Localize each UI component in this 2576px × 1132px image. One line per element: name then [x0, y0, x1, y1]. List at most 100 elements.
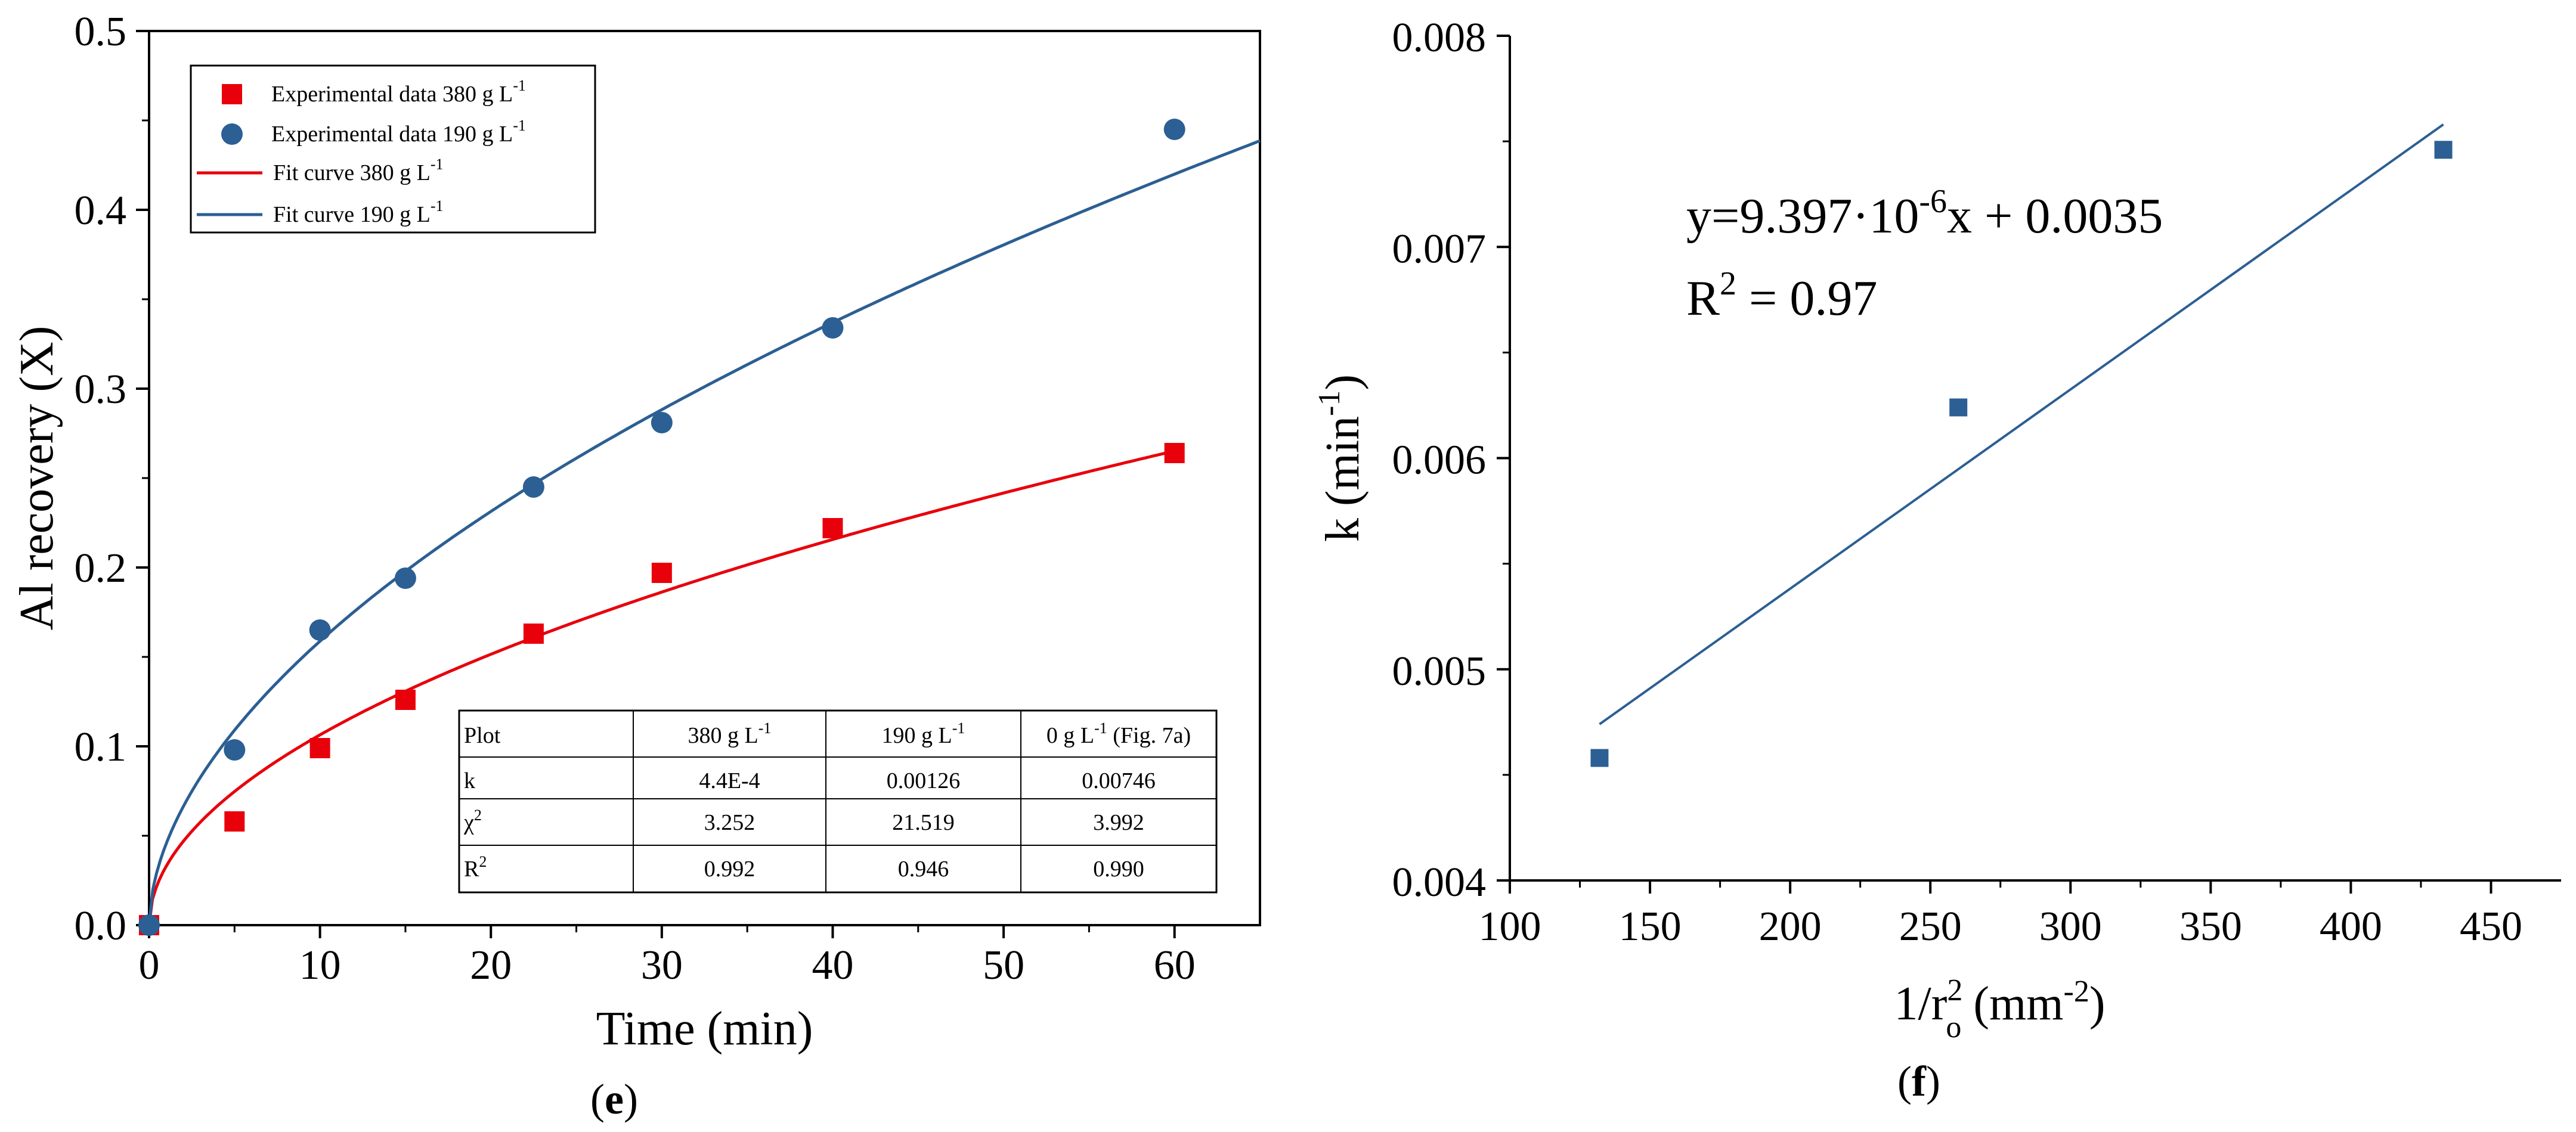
- data-point-circle: [822, 317, 844, 339]
- x-tick-label: 40: [812, 942, 853, 988]
- fit-curve: [147, 449, 1175, 926]
- y-tick-label: 0.005: [1392, 649, 1487, 694]
- x-tick-label: 300: [2039, 904, 2102, 950]
- data-point-square: [395, 690, 416, 710]
- table-cell: 3.992: [1093, 810, 1144, 835]
- data-point-square: [651, 563, 672, 583]
- legend-marker-square: [222, 84, 242, 104]
- x-tick-label: 200: [1759, 904, 1822, 950]
- data-point-square: [1949, 398, 1968, 417]
- y-axis-label: k (min-1): [1312, 374, 1369, 542]
- table-header-cell: Plot: [464, 723, 501, 748]
- x-tick-label: 250: [1899, 904, 1962, 950]
- x-axis-label: 1/r2 o (mm-2): [1894, 973, 2106, 1044]
- r-squared-post: = 0.97: [1736, 271, 1877, 326]
- data-point-circle: [309, 619, 331, 641]
- r-squared-sup: 2: [1720, 265, 1736, 302]
- data-point-circle: [138, 914, 160, 936]
- y-tick-label: 0.3: [75, 367, 127, 413]
- panel-label-letter: e: [605, 1075, 624, 1123]
- panel-label-paren: (: [1897, 1057, 1912, 1105]
- data-point-circle: [394, 567, 416, 589]
- table-row-label: R2: [464, 853, 487, 882]
- table-row-label: k: [464, 768, 475, 793]
- table-row-label-sup: 2: [479, 853, 487, 870]
- y-tick-label: 0.0: [75, 903, 127, 949]
- legend: Experimental data 380 g L-1Experimental …: [190, 64, 596, 234]
- panel-label-f: (f): [1897, 1057, 1940, 1105]
- panel-label-e: (e): [590, 1075, 638, 1123]
- y-tick-label: 0.2: [75, 545, 127, 591]
- panel-label-paren: (: [590, 1075, 605, 1123]
- panel-label-letter: f: [1912, 1057, 1927, 1105]
- table-header-text: Plot: [464, 723, 501, 748]
- table-cell: 3.252: [704, 810, 756, 835]
- x-tick-label: 10: [299, 942, 341, 988]
- table-cell: 0.00126: [887, 768, 961, 793]
- legend-marker-circle: [221, 123, 243, 145]
- x-tick-label: 350: [2179, 904, 2242, 950]
- y-tick-label: 0.1: [75, 724, 127, 770]
- y-axis-label-end: ): [1317, 374, 1369, 390]
- table-header-cell: 190 g L-1: [882, 719, 965, 748]
- table-cell: 0.00746: [1082, 768, 1156, 793]
- table-row-label-text: χ: [463, 810, 474, 835]
- table-header-text: 380 g L: [688, 723, 758, 748]
- x-tick-label: 60: [1154, 942, 1196, 988]
- table-header-text: 190 g L: [882, 723, 952, 748]
- data-point-circle: [224, 739, 246, 761]
- data-point-square: [2434, 141, 2453, 159]
- x-tick-label: 20: [470, 942, 512, 988]
- y-axis-label-sup: -1: [1312, 390, 1346, 416]
- data-point-square: [523, 624, 544, 644]
- legend-label-main: Fit curve 190 g L: [273, 202, 431, 227]
- panel-e-chart: 0 10 20 30 40 50 60 0.0 0.1 0.2 0.3 0.4 0.5 Time (min…: [11, 9, 1261, 1123]
- x-axis-label-end: ): [2089, 978, 2106, 1030]
- data-point-square: [822, 518, 843, 538]
- data-point-square: [224, 811, 245, 832]
- panel-label-paren: ): [1926, 1057, 1940, 1105]
- fit-equation: y=9.397·10-6x + 0.0035: [1686, 183, 2163, 244]
- table-cell: 0.992: [704, 857, 756, 882]
- legend-label: Experimental data 190 g L-1: [271, 117, 526, 147]
- x-tick-label: 30: [641, 942, 683, 988]
- table-cell: 21.519: [892, 810, 955, 835]
- data-point-circle: [651, 412, 673, 433]
- y-tick-label: 0.4: [75, 188, 127, 234]
- table-header-cell: 380 g L-1: [688, 719, 772, 748]
- legend-label-sup: -1: [513, 77, 526, 94]
- x-axis-label: Time (min): [596, 1003, 813, 1055]
- data-point-square: [1164, 443, 1185, 463]
- data-point-square: [309, 738, 330, 758]
- fit-curve: [147, 139, 1261, 926]
- data-point-circle: [522, 476, 544, 498]
- legend-label-sup: -1: [431, 197, 444, 215]
- r-squared: R2 = 0.97: [1686, 265, 1877, 326]
- table-header-sup: -1: [758, 719, 772, 737]
- table-row-label: χ2: [463, 807, 482, 835]
- legend-label-main: Experimental data 380 g L: [271, 82, 513, 107]
- y-tick-label: 0.008: [1392, 15, 1487, 61]
- legend-label: Fit curve 190 g L-1: [273, 197, 444, 227]
- x-tick-label: 450: [2460, 904, 2522, 950]
- legend-label-sup: -1: [431, 156, 444, 173]
- table-frame: [458, 709, 1218, 894]
- fit-line: [1599, 123, 2444, 725]
- x-tick-label: 0: [139, 942, 160, 988]
- table-header-cell: 0 g L-1 (Fig. 7a): [1046, 719, 1191, 748]
- panel-f-chart: 100 150 200 250 300 350 400 450 0.004 0.005 0.006 0…: [1312, 15, 2561, 1105]
- table-row-label-text: k: [464, 768, 475, 793]
- x-tick-label: 50: [983, 942, 1024, 988]
- panel-label-paren: ): [624, 1075, 638, 1123]
- table-header-text: 0 g L: [1046, 723, 1094, 748]
- data-point-square: [1590, 749, 1609, 767]
- x-axis-label-pre: 1/r: [1894, 978, 1948, 1030]
- y-tick-label: 0.004: [1392, 860, 1487, 905]
- fit-equation-sup: -6: [1919, 183, 1947, 220]
- table-header-suffix: (Fig. 7a): [1107, 723, 1191, 748]
- stats-table: Plot 380 g L-1 190 g L-1 0 g L-1 (Fig. 7a)k…: [458, 709, 1218, 894]
- legend-label: Fit curve 380 g L-1: [273, 156, 444, 185]
- y-tick-label: 0.006: [1392, 438, 1487, 483]
- legend-label-main: Fit curve 380 g L: [273, 160, 431, 185]
